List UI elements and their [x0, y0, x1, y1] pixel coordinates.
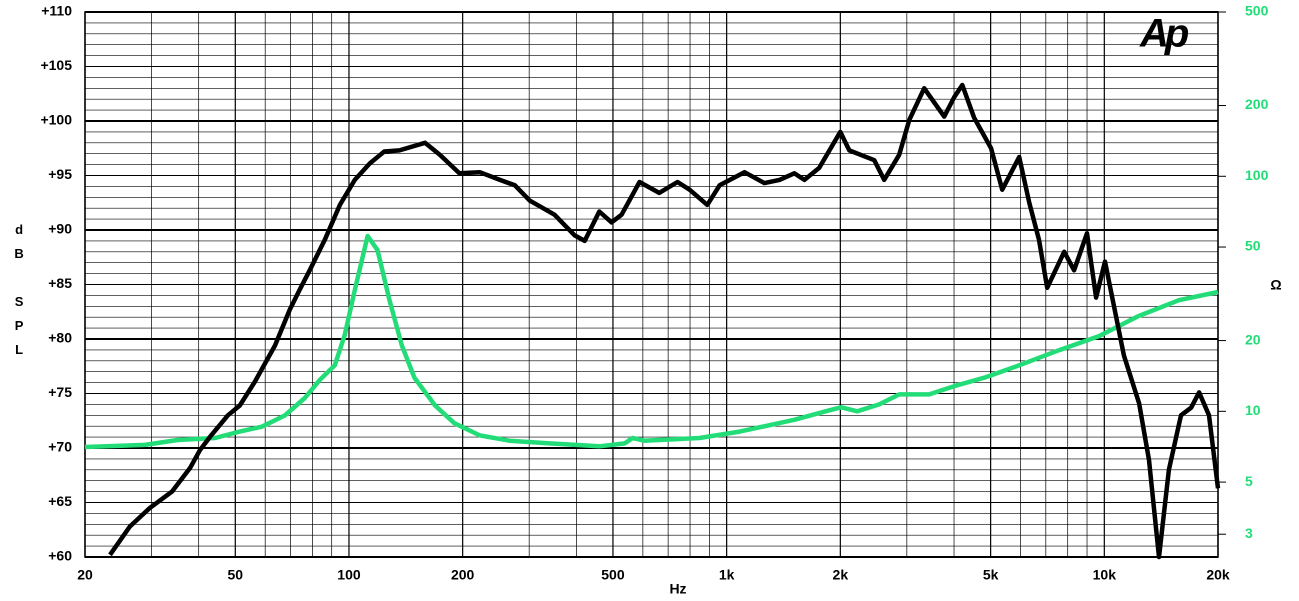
y-tick-label: +105	[40, 57, 72, 73]
y-tick-label: +95	[48, 166, 72, 182]
y-tick-label: +70	[48, 439, 72, 455]
series-line	[84, 233, 1219, 450]
y-tick-label: +100	[40, 112, 72, 128]
series-line	[108, 82, 1221, 560]
y2-axis-label: Ω	[1270, 277, 1281, 293]
y2-tick-label: 3	[1245, 525, 1253, 541]
x-tick-label: 2k	[833, 567, 849, 583]
x-tick-label: 1k	[719, 567, 735, 583]
x-axis-label: Hz	[669, 581, 686, 597]
y2-tick-label: 20	[1245, 331, 1261, 347]
x-tick-label: 200	[451, 567, 475, 583]
y2-tick-label: 5	[1245, 473, 1253, 489]
y-axis-label: dB SPL	[12, 222, 27, 366]
y-tick-label: +75	[48, 384, 72, 400]
x-tick-label: 20	[77, 567, 93, 583]
x-tick-label: 5k	[983, 567, 999, 583]
x-tick-label: 100	[337, 567, 361, 583]
y2-tick-label: 10	[1245, 402, 1261, 418]
y2-tick-label: 50	[1245, 238, 1261, 254]
y-tick-label: +60	[48, 548, 72, 564]
y2-tick-label: 500	[1245, 3, 1269, 19]
y-tick-label: +85	[48, 275, 72, 291]
x-tick-label: 500	[601, 567, 625, 583]
y2-tick-label: 200	[1245, 96, 1269, 112]
y2-tick-label: 100	[1245, 167, 1269, 183]
x-tick-label: 20k	[1206, 567, 1230, 583]
y-tick-label: +80	[48, 330, 72, 346]
x-tick-label: 50	[227, 567, 243, 583]
y-tick-label: +110	[41, 3, 72, 19]
y-tick-label: +90	[48, 221, 72, 237]
x-tick-label: 10k	[1093, 567, 1117, 583]
y-tick-label: +65	[48, 493, 72, 509]
